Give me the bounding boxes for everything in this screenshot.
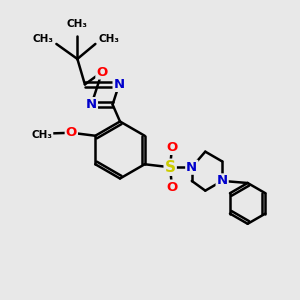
Text: N: N — [86, 98, 97, 111]
Text: O: O — [66, 126, 77, 139]
Text: N: N — [186, 161, 197, 174]
Text: O: O — [96, 65, 108, 79]
Text: N: N — [217, 174, 228, 188]
Text: CH₃: CH₃ — [32, 130, 52, 140]
Text: CH₃: CH₃ — [32, 34, 53, 44]
Text: CH₃: CH₃ — [98, 34, 119, 44]
Text: N: N — [114, 78, 125, 91]
Text: O: O — [166, 141, 177, 154]
Text: O: O — [166, 181, 177, 194]
Text: S: S — [165, 160, 176, 175]
Text: CH₃: CH₃ — [67, 19, 88, 29]
